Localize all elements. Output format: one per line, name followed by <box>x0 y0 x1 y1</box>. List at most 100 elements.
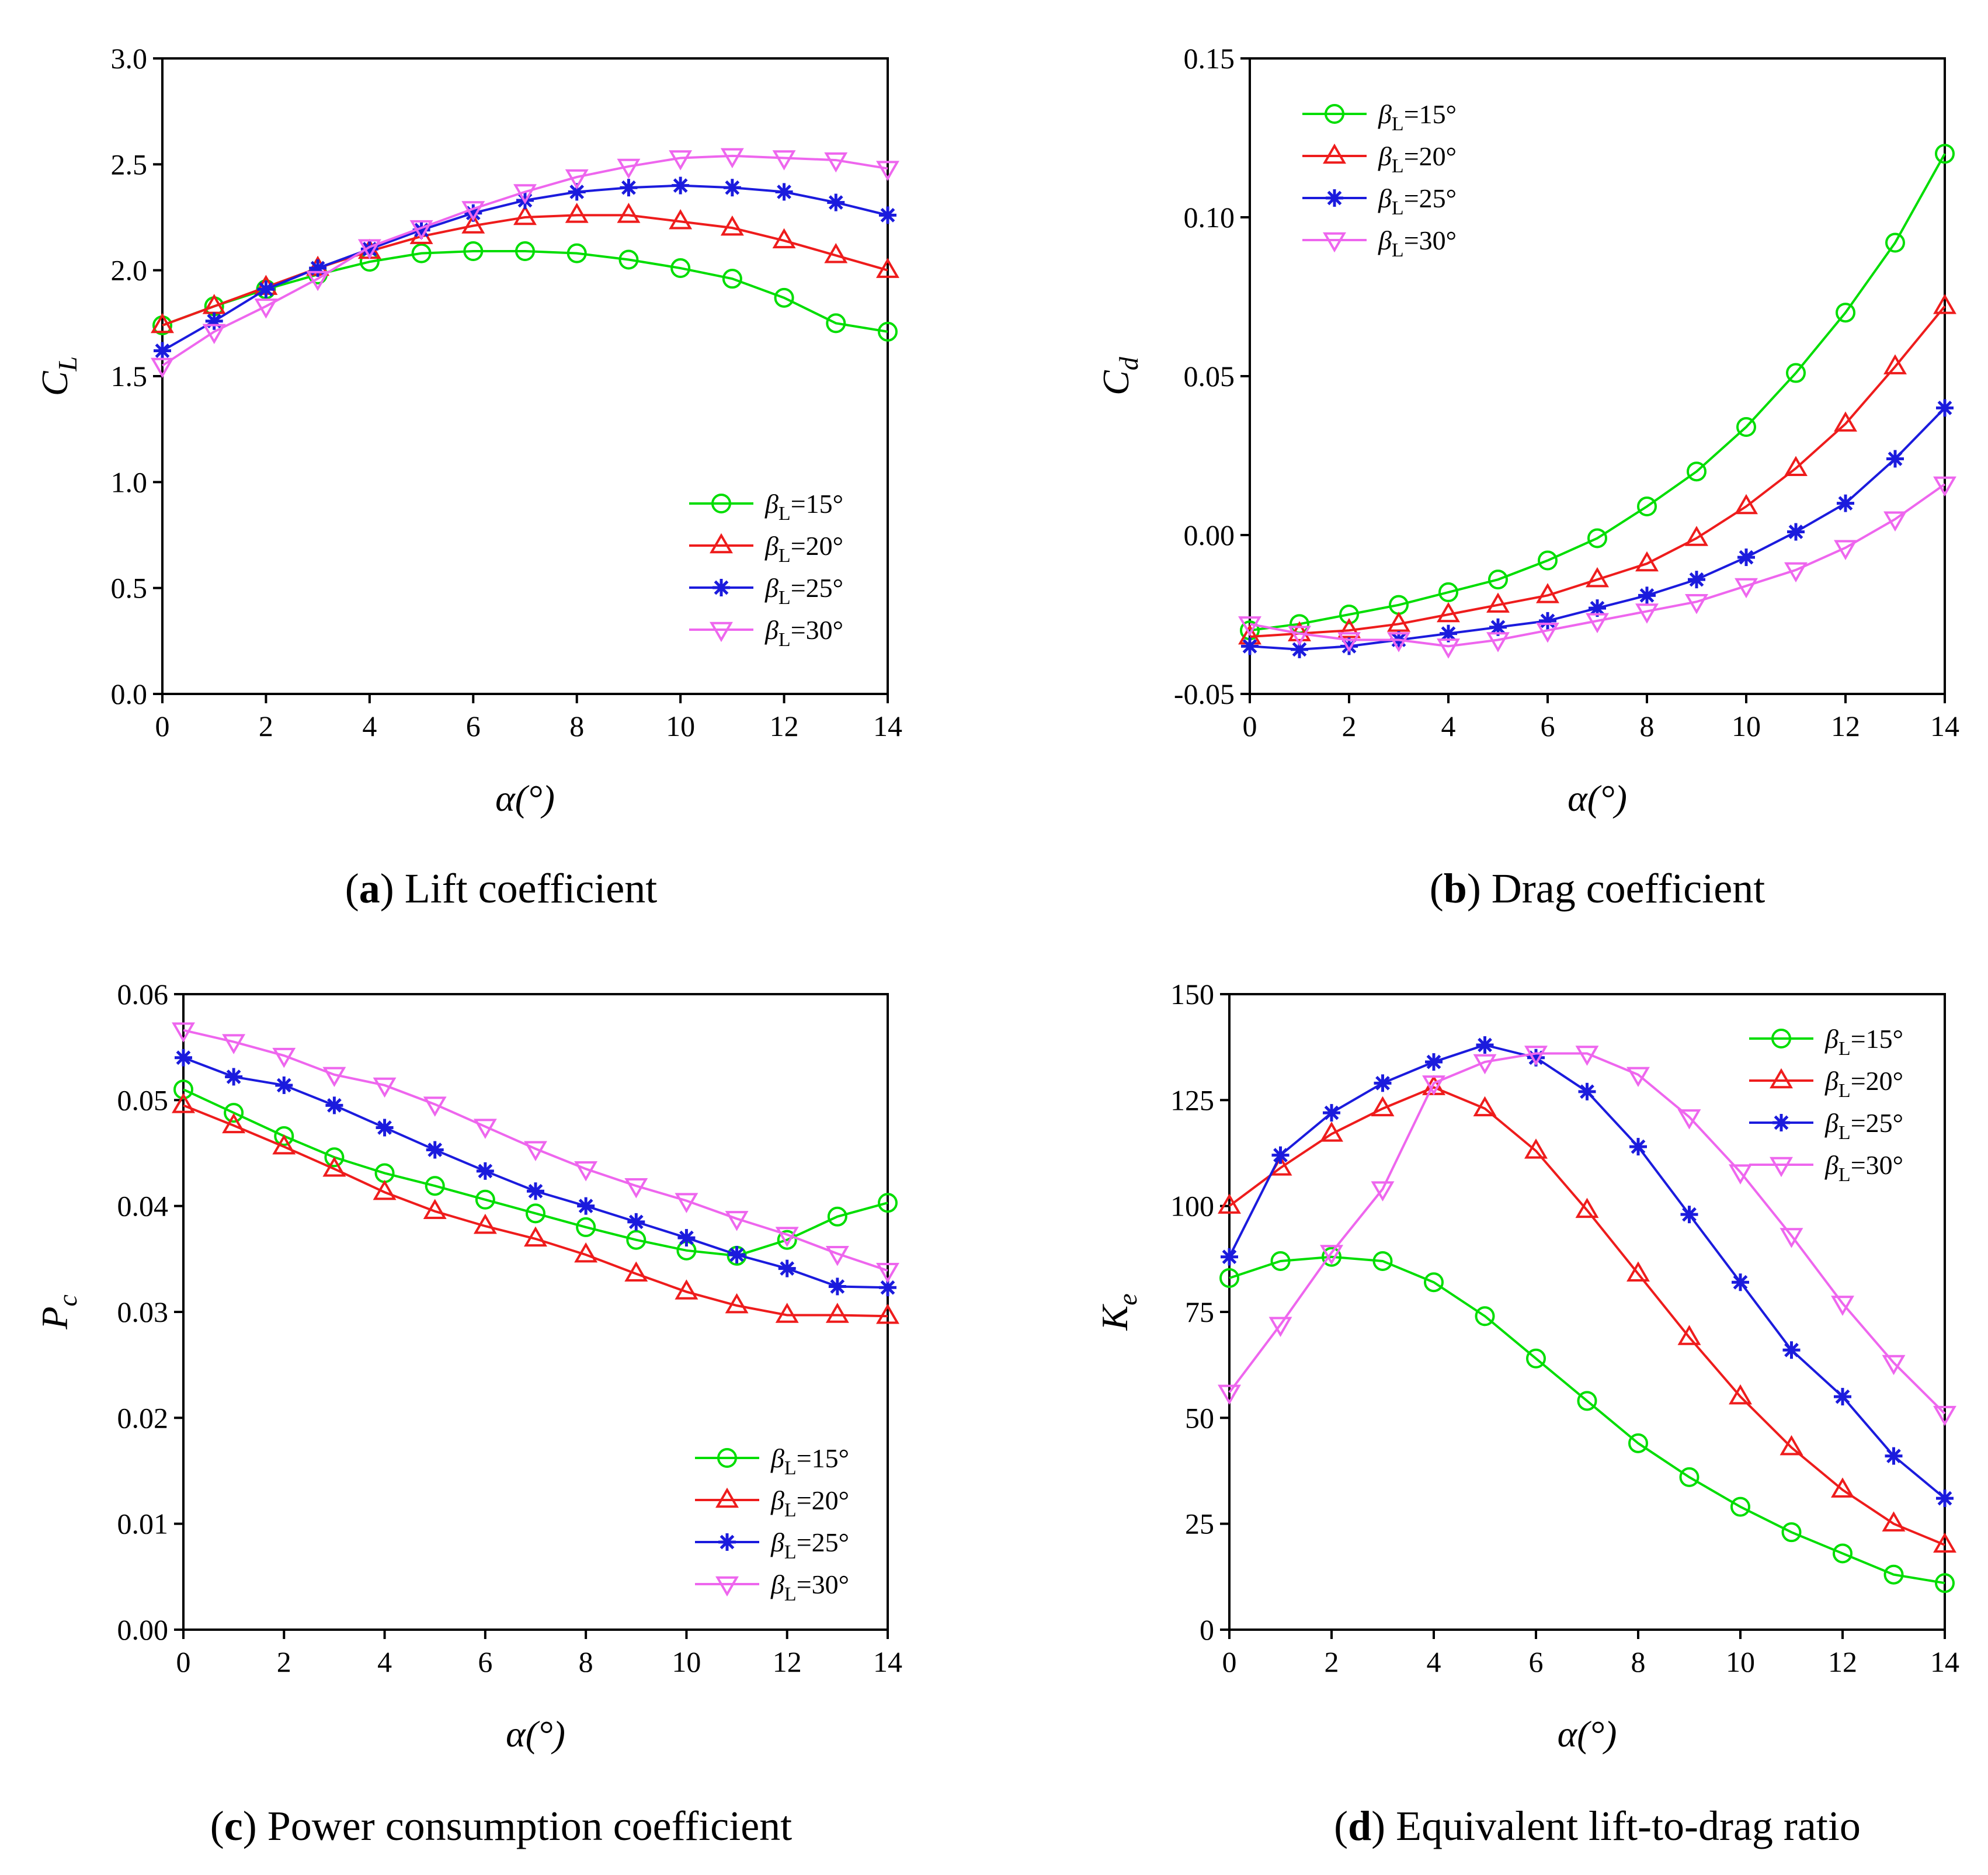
data-point <box>426 1141 444 1159</box>
data-point <box>1626 1067 1650 1088</box>
legend-entry: βL=30° <box>689 615 843 651</box>
y-tick-label: 0.06 <box>117 978 169 1011</box>
data-point <box>1238 616 1261 637</box>
data-point <box>322 1156 346 1177</box>
data-point <box>1736 417 1756 438</box>
y-axis-label-sub: L <box>53 356 82 372</box>
y-tick-label: 1.0 <box>111 466 148 498</box>
data-point <box>1883 1564 1904 1585</box>
legend-marker <box>715 1576 739 1597</box>
legend: βL=15°βL=20°βL=25°βL=30° <box>689 489 843 651</box>
data-point <box>1638 586 1656 605</box>
y-axis-label-sub: c <box>53 1294 82 1306</box>
data-point <box>1538 550 1558 571</box>
legend-value: =15° <box>791 489 843 519</box>
data-point <box>1218 1193 1241 1214</box>
data-point <box>423 1096 447 1117</box>
legend-entry: βL=25° <box>695 1527 849 1563</box>
legend-marker <box>1325 104 1344 124</box>
y-tick-label: 75 <box>1185 1296 1214 1328</box>
data-point <box>574 1161 598 1182</box>
data-point <box>1626 1261 1650 1282</box>
y-axis-label: Cd <box>1095 356 1144 395</box>
data-point <box>1787 523 1805 541</box>
legend-label: βL=15° <box>770 1443 849 1479</box>
series-line <box>161 154 888 367</box>
legend-symbol: β <box>1378 225 1392 255</box>
legend-entry: βL=15° <box>1749 1024 1903 1060</box>
data-point <box>876 1304 899 1324</box>
data-point <box>1524 1046 1548 1066</box>
data-point <box>1831 1477 1854 1498</box>
data-point <box>670 258 691 279</box>
legend-label: βL=25° <box>1378 183 1457 219</box>
legend-symbol: β <box>770 1570 784 1599</box>
data-point <box>1933 1405 1956 1426</box>
y-tick-label: 0.15 <box>1184 42 1235 75</box>
caption-text: Equivalent lift-to-drag ratio <box>1385 1803 1861 1849</box>
data-point <box>1270 1251 1291 1271</box>
data-point <box>825 1246 849 1266</box>
data-point <box>473 1119 497 1139</box>
y-axis-label-main: P <box>34 1307 75 1330</box>
data-point <box>373 1179 397 1200</box>
y-tick-label: 50 <box>1185 1401 1214 1434</box>
series-line <box>1249 483 1946 648</box>
legend-label: βL=25° <box>764 573 843 609</box>
data-point <box>322 1067 346 1088</box>
data-point <box>774 287 794 308</box>
data-point <box>1936 1489 1954 1508</box>
data-point <box>1836 303 1855 323</box>
data-point <box>1575 1197 1599 1218</box>
series-line <box>162 184 888 352</box>
chart-d: 0 2 4 6 8 10 12 140255075100125150α(°)KeβL=15°β… <box>1094 978 1959 1849</box>
data-point <box>624 1178 648 1199</box>
data-point <box>1425 1053 1443 1071</box>
legend-value: =20° <box>797 1485 849 1515</box>
data-point <box>827 1206 847 1227</box>
data-point <box>568 183 586 201</box>
legend-value: =30° <box>791 615 843 645</box>
series-line <box>1249 153 1946 632</box>
x-tick-label: 0 <box>1222 1645 1237 1678</box>
data-point <box>1221 1248 1238 1266</box>
legend-marker <box>718 1533 736 1551</box>
legend-label: βL=30° <box>764 615 843 651</box>
series-line <box>1249 305 1946 638</box>
data-point <box>725 1211 749 1231</box>
data-point <box>1473 1054 1497 1075</box>
data-point <box>1539 612 1556 630</box>
data-point <box>325 1096 343 1114</box>
y-tick-label: 2.5 <box>111 148 148 180</box>
data-point <box>565 169 589 190</box>
panel-caption: (b) Drag coefficient <box>1430 865 1765 912</box>
panel-caption: (a) Lift coefficient <box>345 865 657 912</box>
data-point <box>461 213 485 234</box>
x-axis-label: α(°) <box>1558 1713 1617 1755</box>
data-point <box>513 204 537 225</box>
legend-value: =25° <box>1851 1108 1903 1138</box>
data-point <box>272 1047 296 1068</box>
data-point <box>275 1076 293 1094</box>
data-point <box>1268 1317 1292 1338</box>
series-line <box>183 1104 888 1318</box>
legend-symbol: β <box>1824 1150 1838 1180</box>
x-tick-label: 12 <box>770 710 799 742</box>
x-tick-label: 14 <box>873 710 902 742</box>
legend-subscript: L <box>778 545 791 567</box>
series-1 <box>1219 1246 1955 1593</box>
y-tick-label: 0.01 <box>117 1508 169 1540</box>
y-axis-label: Pc <box>34 1294 82 1330</box>
y-tick-label: 25 <box>1185 1508 1214 1540</box>
data-point <box>1737 548 1755 567</box>
y-tick-label: -0.05 <box>1174 678 1235 710</box>
legend-symbol: β <box>764 489 778 519</box>
data-point <box>1288 626 1311 646</box>
data-point <box>1784 456 1808 477</box>
legend-symbol: β <box>770 1485 784 1515</box>
y-tick-label: 150 <box>1170 978 1214 1011</box>
legend-label: βL=20° <box>770 1485 849 1521</box>
y-tick-label: 0.10 <box>1184 201 1235 234</box>
series-3 <box>1221 1036 1954 1508</box>
y-axis-label: Ke <box>1094 1293 1142 1331</box>
